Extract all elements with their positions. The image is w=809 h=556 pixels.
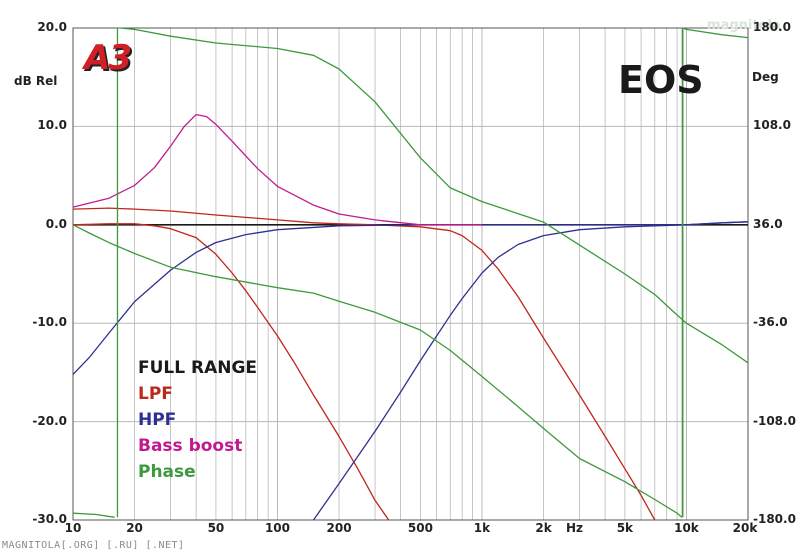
series-phase-line — [120, 27, 749, 364]
y-tick-label: -20.0 — [32, 413, 67, 428]
y2-tick-label: -108.0 — [753, 413, 796, 428]
y2-axis-label: Deg — [752, 70, 779, 84]
x-tick-label: 200 — [326, 521, 352, 535]
legend-item-lpf: LPF — [138, 384, 173, 404]
legend-item-phase: Phase — [138, 462, 196, 482]
y-tick-label: -10.0 — [32, 315, 67, 330]
brand-label: EOS — [618, 58, 704, 102]
legend-item-hpf: HPF — [138, 410, 177, 430]
watermark-logo-top: magnitola — [707, 18, 781, 33]
y-tick-label: 0.0 — [45, 216, 67, 231]
a3-badge: A3 — [84, 38, 132, 78]
legend-item-bass-boost: Bass boost — [138, 436, 243, 456]
y-axis-label: dB Rel — [14, 74, 58, 88]
series-bass-boost-line — [72, 113, 482, 226]
x-tick-label: 500 — [407, 521, 433, 535]
x-tick-label: 10 — [64, 521, 82, 535]
y2-tick-label: 36.0 — [753, 216, 783, 231]
y-tick-label: 10.0 — [37, 118, 67, 133]
x-axis-label: Hz — [566, 521, 584, 535]
series-lpf-line — [72, 223, 390, 521]
x-tick-label: 1k — [473, 521, 491, 535]
y2-tick-label: 180.0 — [753, 20, 791, 34]
series-phase-line — [682, 27, 749, 39]
series-hpf-line — [312, 221, 749, 521]
x-tick-label: 10k — [674, 521, 699, 535]
y2-tick-label: 108.0 — [753, 118, 791, 133]
x-tick-label: 50 — [207, 521, 225, 535]
x-tick-label: 20 — [126, 521, 143, 535]
series-phase-line — [72, 224, 683, 518]
plot-frame — [72, 27, 749, 521]
x-tick-label: 20k — [732, 521, 758, 535]
y-tick-label: 20.0 — [37, 20, 67, 34]
x-tick-label: 5k — [616, 521, 634, 535]
y2-tick-label: -36.0 — [753, 315, 788, 330]
watermark-footer: MAGNITOLA[.ORG] [.RU] [.NET] — [2, 540, 185, 551]
y-tick-label: -30.0 — [32, 512, 67, 526]
series-lpf-line — [72, 207, 656, 521]
series-phase-line — [72, 512, 115, 518]
y2-tick-label: -180.0 — [753, 512, 796, 526]
series-hpf-line — [72, 221, 749, 375]
x-tick-label: 2k — [535, 521, 552, 535]
legend-item-full-range: FULL RANGE — [138, 358, 258, 378]
x-tick-label: 100 — [264, 521, 290, 535]
